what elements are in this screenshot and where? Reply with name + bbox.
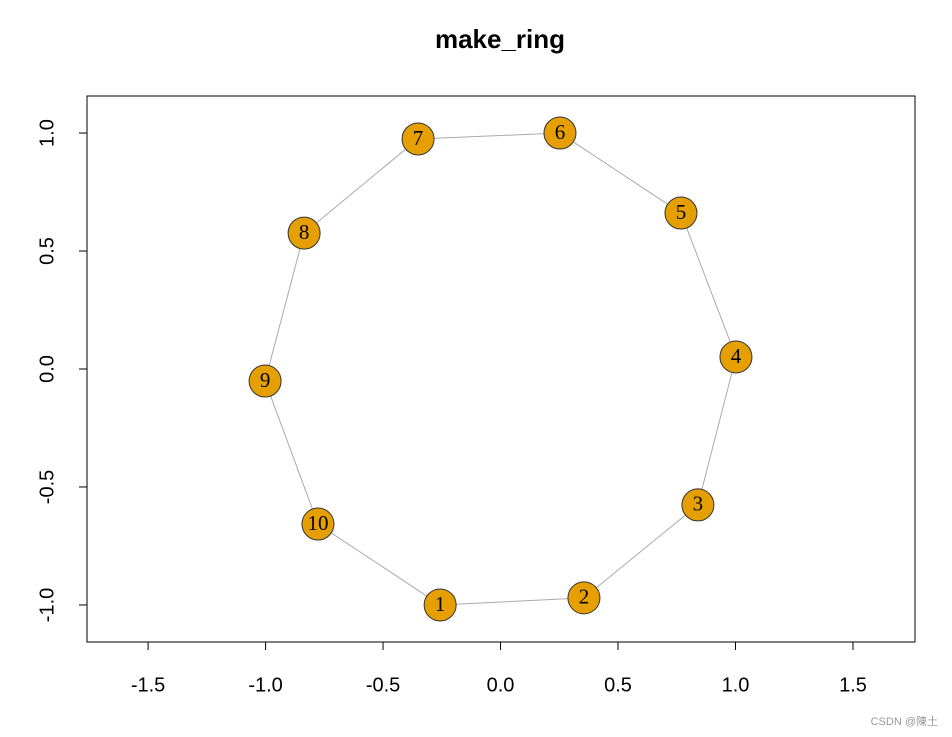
edge (583, 504, 699, 599)
x-tick-label: -0.5 (366, 674, 400, 696)
node (287, 216, 321, 250)
node (664, 196, 698, 230)
y-tick-label: -0.5 (36, 470, 58, 504)
node-label: 10 (307, 511, 328, 535)
edge (440, 597, 584, 606)
x-tick-label: 0.5 (604, 674, 632, 696)
y-tick-label: 0.5 (36, 237, 58, 265)
y-tick-label: 1.0 (36, 119, 58, 147)
node-label: 4 (731, 344, 742, 368)
edge (264, 380, 319, 525)
x-tick-label: -1.5 (131, 674, 165, 696)
node (543, 116, 577, 150)
plot-frame (86, 95, 916, 643)
x-tick-label: 1.0 (722, 674, 750, 696)
node-label: 6 (555, 120, 566, 144)
x-tick-label: 0.0 (487, 674, 515, 696)
edge (559, 132, 682, 214)
node-label: 3 (693, 492, 704, 516)
watermark: CSDN @陳土 (871, 715, 938, 728)
node (301, 507, 335, 541)
node-label: 9 (260, 368, 271, 392)
node-label: 8 (299, 220, 310, 244)
edge (317, 523, 441, 606)
node (567, 581, 601, 615)
x-tick-label: -1.0 (248, 674, 282, 696)
node-label: 2 (579, 585, 590, 609)
x-tick-label: 1.5 (839, 674, 867, 696)
edge (303, 138, 419, 234)
edge (697, 356, 737, 506)
chart-title: make_ring (435, 24, 565, 54)
node-label: 5 (676, 200, 687, 224)
y-tick-label: -1.0 (36, 588, 58, 622)
node-label: 1 (435, 592, 446, 616)
edge (418, 132, 560, 140)
node-label: 7 (413, 126, 424, 150)
node (401, 122, 435, 156)
edge (680, 212, 737, 358)
node (719, 340, 753, 374)
y-tick-label: 0.0 (36, 355, 58, 383)
node (248, 364, 282, 398)
node (681, 488, 715, 522)
edge (264, 232, 305, 382)
node (423, 588, 457, 622)
